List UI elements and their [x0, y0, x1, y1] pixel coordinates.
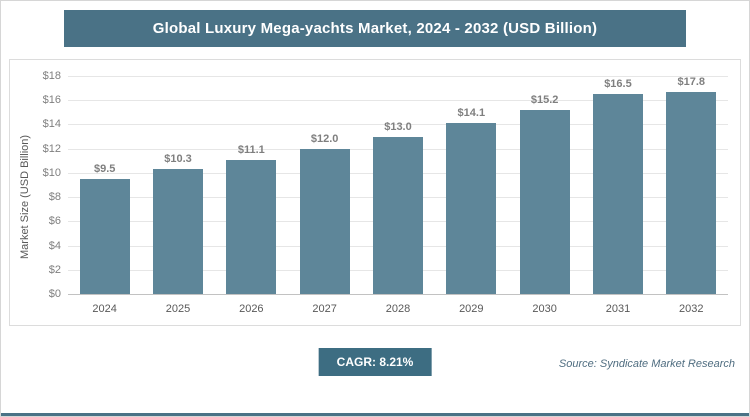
y-tick-label: $14 [42, 118, 61, 131]
gridline [68, 76, 728, 77]
y-tick-label: $2 [48, 263, 61, 276]
bar-value-label: $13.0 [384, 120, 412, 133]
bars-row: $9.5 $10.3 $11.1 $12.0 $13.0 $14.1 $15.2 $16.5 $… [68, 76, 728, 294]
x-tick-label: 2025 [165, 303, 191, 315]
chart-container: Market Size (USD Billion) $0 $2 $4 $6 $8 $10 $… [9, 59, 741, 326]
bar-cell: $16.5 [581, 76, 654, 294]
y-tick-label: $10 [42, 166, 61, 179]
bar-cell: $14.1 [435, 76, 508, 294]
bar-value-label: $14.1 [457, 107, 486, 120]
gridline [68, 100, 728, 102]
x-tick-label: 2029 [459, 303, 484, 315]
bar-2028 [372, 136, 423, 294]
x-tick-label: 2028 [385, 303, 411, 315]
bar-cell: $10.3 [141, 76, 214, 294]
bottom-accent-line [1, 413, 749, 416]
bar-value-label: $16.5 [604, 78, 632, 91]
bar-2024 [79, 178, 130, 294]
bar-cell: $11.1 [215, 76, 288, 294]
bar-value-label: $10.3 [164, 153, 192, 166]
bar-2032 [666, 92, 717, 294]
source-text: Source: Syndicate Market Research [558, 358, 735, 370]
chart-title-bar: Global Luxury Mega-yachts Market, 2024 -… [64, 10, 686, 47]
bar-value-label: $12.0 [310, 132, 339, 145]
plot-area: $9.5 $10.3 $11.1 $12.0 $13.0 $14.1 $15.2 $16.5 $… [68, 76, 728, 295]
gridline [68, 294, 728, 295]
x-axis-labels: 2024 2025 2026 2027 2028 2029 2030 2031 2032 [68, 294, 728, 317]
y-axis-ticks: $0 $2 $4 $6 $8 $10 $12 $14 $16 $18 [34, 70, 68, 300]
bar-2026 [226, 159, 277, 294]
y-axis-title: Market Size (USD Billion) [19, 134, 31, 259]
bar-2025 [152, 169, 203, 294]
plot-column: $9.5 $10.3 $11.1 $12.0 $13.0 $14.1 $15.2 $16.5 $… [68, 76, 728, 317]
x-tick-label: 2027 [312, 303, 337, 315]
bar-2029 [446, 123, 497, 294]
bar-cell: $15.2 [508, 76, 581, 294]
y-tick-label: $18 [42, 70, 61, 82]
bar-value-label: $17.8 [677, 76, 706, 88]
bar-value-label: $11.1 [237, 143, 265, 156]
cagr-badge: CAGR: 8.21% [318, 348, 432, 376]
x-tick-label: 2031 [605, 303, 631, 315]
bar-cell: $13.0 [361, 76, 434, 294]
bar-cell: $17.8 [655, 76, 728, 294]
bar-cell: $9.5 [68, 76, 141, 294]
y-tick-label: $6 [48, 215, 61, 228]
bar-cell: $12.0 [288, 76, 361, 294]
y-tick-label: $16 [42, 94, 61, 107]
y-tick-label: $12 [42, 142, 61, 155]
bar-2030 [519, 109, 570, 294]
y-tick-label: $8 [48, 191, 61, 204]
bar-2031 [592, 94, 643, 294]
chart-footer: CAGR: 8.21% Source: Syndicate Market Res… [1, 344, 749, 396]
y-tick-label: $0 [48, 288, 61, 300]
bar-value-label: $9.5 [93, 162, 116, 175]
chart-title: Global Luxury Mega-yachts Market, 2024 -… [152, 20, 598, 37]
y-tick-label: $4 [48, 239, 61, 252]
x-tick-label: 2032 [679, 303, 704, 315]
bar-2027 [299, 148, 350, 294]
x-tick-label: 2030 [532, 303, 557, 315]
x-tick-label: 2024 [92, 303, 117, 315]
bar-value-label: $15.2 [530, 93, 559, 106]
x-tick-label: 2026 [239, 303, 264, 315]
gridline [68, 124, 728, 126]
